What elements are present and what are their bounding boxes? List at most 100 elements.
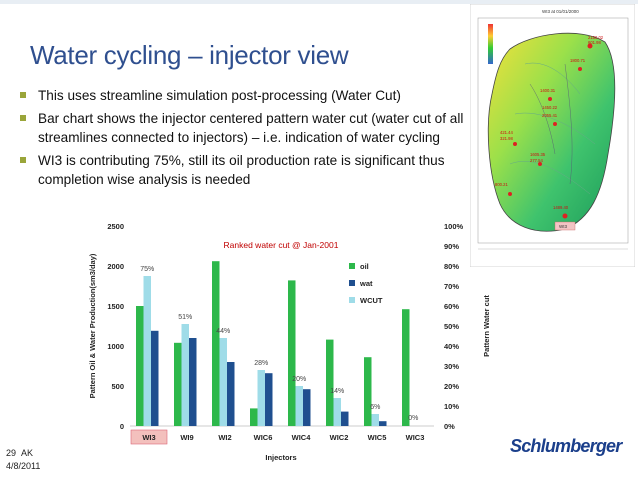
x-tick-label: WI2 [218,433,231,442]
legend-label: oil [360,262,369,271]
bar-oil [136,306,144,426]
y2-tick-label: 10% [444,402,459,411]
y-tick-label: 1500 [107,302,124,311]
y2-tick-label: 40% [444,342,459,351]
x-tick-label: WIC4 [292,433,312,442]
y-tick-label: 0 [120,422,124,431]
y-tick-label: 500 [111,382,124,391]
legend-label: WCUT [360,296,383,305]
map-label: 277.54 [530,158,543,163]
bar-wat [303,389,311,426]
wcut-data-label: 28% [254,360,268,367]
y-axis-label: Pattern Oil & Water Production(sm3/day) [88,253,97,398]
bar-wat [379,421,387,426]
x-tick-label: WI3 [142,433,155,442]
bar-oil [212,261,220,426]
map-color-legend [488,24,493,64]
slide-author: AK [21,448,34,458]
y2-tick-label: 50% [444,322,459,331]
bar-wat [151,330,159,426]
bullet-item: WI3 is contributing 75%, still its oil p… [18,151,468,190]
y2-tick-label: 0% [444,422,455,431]
map-well-tag [554,221,576,231]
map-label: 1605.35 [530,152,546,157]
well-marker-icon [587,43,593,49]
bullet-marker-icon [20,92,26,98]
bar-wcut [143,276,151,426]
bullet-list: This uses streamline simulation post-pro… [18,86,468,193]
bar-wat [189,338,197,426]
wcut-data-label: 75% [140,266,154,273]
bullet-item: Bar chart shows the injector centered pa… [18,109,468,148]
y2-tick-label: 60% [444,302,459,311]
y2-tick-label: 90% [444,242,459,251]
bullet-marker-icon [20,114,26,121]
chart-title: Ranked water cut @ Jan-2001 [224,240,339,250]
bar-oil [250,408,258,426]
bullet-text: This uses streamline simulation post-pro… [38,88,401,103]
legend-swatch [349,297,355,303]
map-label: 321.98 [500,136,513,141]
wcut-data-label: 0% [408,415,418,422]
y-tick-label: 2500 [107,222,124,231]
legend-swatch [349,280,355,286]
bar-wcut [333,398,341,426]
y-tick-label: 1000 [107,342,124,351]
slide-number-footer: 29 AK [6,448,33,458]
map-label: 800.21 [495,182,508,187]
well-marker-icon [553,122,557,126]
bullet-item: This uses streamline simulation post-pro… [18,86,468,106]
x-tick-label: WI9 [180,433,193,442]
well-marker-icon [562,213,568,219]
x-tick-label: WIC5 [368,433,387,442]
wcut-data-label: 14% [330,388,344,395]
map-label: 1400.31 [540,88,556,93]
y2-tick-label: 30% [444,362,459,371]
map-label: 2150.02 [588,35,604,40]
schlumberger-logo: Schlumberger [510,436,622,456]
bar-oil [288,280,296,426]
bar-wat [341,411,349,426]
x-tick-label: WIC2 [330,433,349,442]
bullet-marker-icon [20,156,26,163]
bullet-text: Bar chart shows the injector centered pa… [38,110,464,146]
water-cut-bar-chart: Ranked water cut @ Jan-2001 Pattern Oil … [88,222,491,462]
y2-tick-label: 20% [444,382,459,391]
top-accent-bar [0,0,638,4]
map-label: 1489.40 [553,205,569,210]
y-tick-label: 2000 [107,262,124,271]
bar-wcut [295,386,303,426]
x-tick-label: WIC6 [254,433,273,442]
wcut-data-label: 6% [370,404,380,411]
bar-wcut [219,338,227,426]
streamline-map-figure: WI3 at 01/01/2000 2150.02 601.98 1800.71… [470,4,635,267]
bar-oil [326,339,334,426]
map-well-tag-text: WI3 [559,224,567,229]
bar-oil [364,357,372,426]
well-marker-icon [538,162,542,166]
bar-wcut [371,414,379,426]
y2-tick-label: 100% [444,222,464,231]
bar-oil [402,309,410,426]
y2-tick-label: 80% [444,262,459,271]
bar-wcut [257,370,265,426]
wcut-data-label: 44% [216,328,230,335]
map-label: 2055.41 [542,113,558,118]
bar-wat [227,362,235,426]
map-title: WI3 at 01/01/2000 [542,9,579,14]
map-label: 1450.22 [542,105,558,110]
slide-title: Water cycling – injector view [30,40,349,70]
legend-label: wat [359,279,373,288]
x-tick-label: WIC3 [406,433,425,442]
y2-tick-label: 70% [444,282,459,291]
well-marker-icon [578,67,582,71]
map-label: 421.44 [500,130,513,135]
map-label: 1800.71 [570,58,586,63]
well-marker-icon [548,97,552,101]
map-label: 601.98 [588,40,601,45]
bullet-text: WI3 is contributing 75%, still its oil p… [38,152,445,188]
slide-number: 29 [6,448,17,458]
wcut-data-label: 20% [292,376,306,383]
well-marker-icon [513,142,517,146]
bar-wat [265,373,273,426]
